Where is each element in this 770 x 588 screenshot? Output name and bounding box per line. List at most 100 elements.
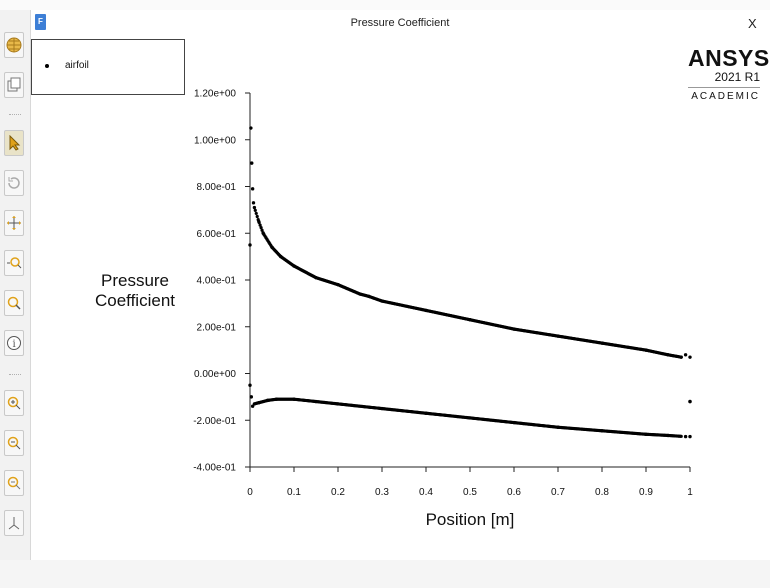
x-tick-label: 0.9 — [639, 487, 653, 498]
zoom-fit-icon — [7, 476, 21, 490]
data-point — [424, 411, 428, 415]
data-point — [249, 395, 254, 399]
data-point — [274, 397, 279, 401]
ansys-logo: ANSYS 2021 R1 ACADEMIC — [688, 45, 770, 102]
toolbar-grip-2 — [9, 374, 21, 377]
data-point — [380, 406, 384, 411]
data-point — [292, 264, 296, 268]
x-tick-label: 0.1 — [287, 487, 301, 498]
svg-text:i: i — [13, 339, 16, 350]
data-point — [258, 223, 262, 227]
zoom-out-button[interactable] — [4, 430, 24, 456]
x-tick-label: 0 — [247, 487, 253, 498]
data-point — [279, 254, 283, 259]
pointer-button[interactable] — [4, 130, 24, 156]
y-tick-label: -4.00e-01 — [193, 463, 236, 474]
axes-button[interactable] — [4, 510, 24, 536]
y-tick-label: 4.00e-01 — [197, 276, 237, 287]
data-point — [265, 398, 270, 403]
x-tick-label: 1 — [687, 487, 693, 498]
globe-button[interactable] — [4, 32, 24, 58]
toolbar-grip — [9, 114, 21, 117]
data-point — [679, 434, 683, 438]
data-point — [255, 214, 259, 219]
close-button[interactable]: X — [748, 16, 757, 31]
zoom-icon — [7, 257, 22, 269]
data-point — [666, 353, 670, 357]
zoom-in-button[interactable] — [4, 390, 24, 416]
data-point — [644, 348, 648, 352]
window-title: Pressure Coefficient — [350, 17, 450, 29]
data-point — [252, 205, 257, 210]
data-point — [600, 341, 604, 345]
x-tick-label: 0.5 — [463, 487, 477, 498]
magnify-icon — [7, 296, 21, 310]
brand-name: ANSYS — [688, 45, 770, 71]
data-point — [380, 299, 384, 303]
data-point — [367, 294, 371, 299]
zoom-fit-button[interactable] — [4, 470, 24, 496]
zoom-in-icon — [7, 396, 21, 410]
data-point — [250, 161, 254, 165]
data-point — [688, 355, 692, 359]
y-tick-label: 2.00e-01 — [197, 322, 237, 333]
brand-edition: ACADEMIC — [688, 87, 760, 102]
data-point — [679, 355, 683, 359]
data-point — [683, 434, 688, 439]
data-point — [254, 211, 258, 216]
data-point — [556, 425, 560, 429]
data-point — [261, 231, 265, 235]
pan-icon — [7, 216, 21, 230]
data-point — [688, 434, 692, 439]
data-point — [358, 292, 362, 296]
rotate-icon — [8, 177, 20, 189]
x-tick-label: 0.6 — [507, 487, 521, 498]
data-point — [336, 282, 340, 287]
data-point — [292, 397, 296, 401]
window-badge: F — [35, 14, 46, 30]
copy-button[interactable] — [4, 72, 24, 98]
data-point — [252, 402, 257, 406]
pan-button[interactable] — [4, 210, 24, 236]
data-point — [270, 245, 274, 249]
info-button[interactable]: i — [4, 330, 24, 356]
graphics-toolbar: i — [0, 10, 31, 560]
data-point — [424, 308, 428, 313]
data-point — [468, 416, 472, 420]
y-tick-label: 6.00e-01 — [197, 229, 237, 240]
brand-version: 2021 R1 — [714, 70, 760, 84]
data-point — [666, 433, 670, 438]
legend-label: airfoil — [65, 60, 89, 71]
zoom-out-icon — [7, 436, 21, 450]
y-tick-label: 1.00e+00 — [194, 135, 236, 146]
copy-icon — [7, 77, 21, 92]
data-point — [257, 401, 261, 405]
x-tick-label: 0.7 — [551, 487, 565, 498]
magnify-button[interactable] — [4, 290, 24, 316]
data-point — [249, 126, 253, 130]
data-point — [248, 243, 252, 247]
rotate-button[interactable] — [4, 170, 24, 196]
data-point — [314, 399, 318, 404]
y-axis-label: Pressure Coefficient — [94, 271, 175, 310]
data-point — [468, 318, 472, 322]
xy-plot: 1.20e+00 1.00e+00 8.00e-01 6.00e-01 4.00e-01… — [193, 89, 693, 499]
zoom-button[interactable] — [4, 250, 24, 276]
data-point — [314, 275, 318, 280]
x-tick-label: 0.4 — [419, 487, 433, 498]
data-point — [251, 201, 256, 205]
data-point — [248, 383, 252, 387]
y-tick-label: 0.00e+00 — [194, 369, 236, 380]
data-point — [250, 404, 255, 408]
data-point — [688, 399, 692, 404]
axes-icon — [8, 517, 20, 530]
y-tick-label: -2.00e-01 — [193, 416, 236, 427]
data-point — [259, 226, 263, 230]
data-point — [257, 219, 261, 224]
info-icon: i — [7, 336, 21, 350]
y-tick-label: 1.20e+00 — [194, 89, 236, 100]
graphics-window — [31, 10, 770, 560]
bottom-strip — [0, 560, 770, 588]
globe-icon — [6, 37, 22, 53]
x-tick-label: 0.8 — [595, 487, 609, 498]
